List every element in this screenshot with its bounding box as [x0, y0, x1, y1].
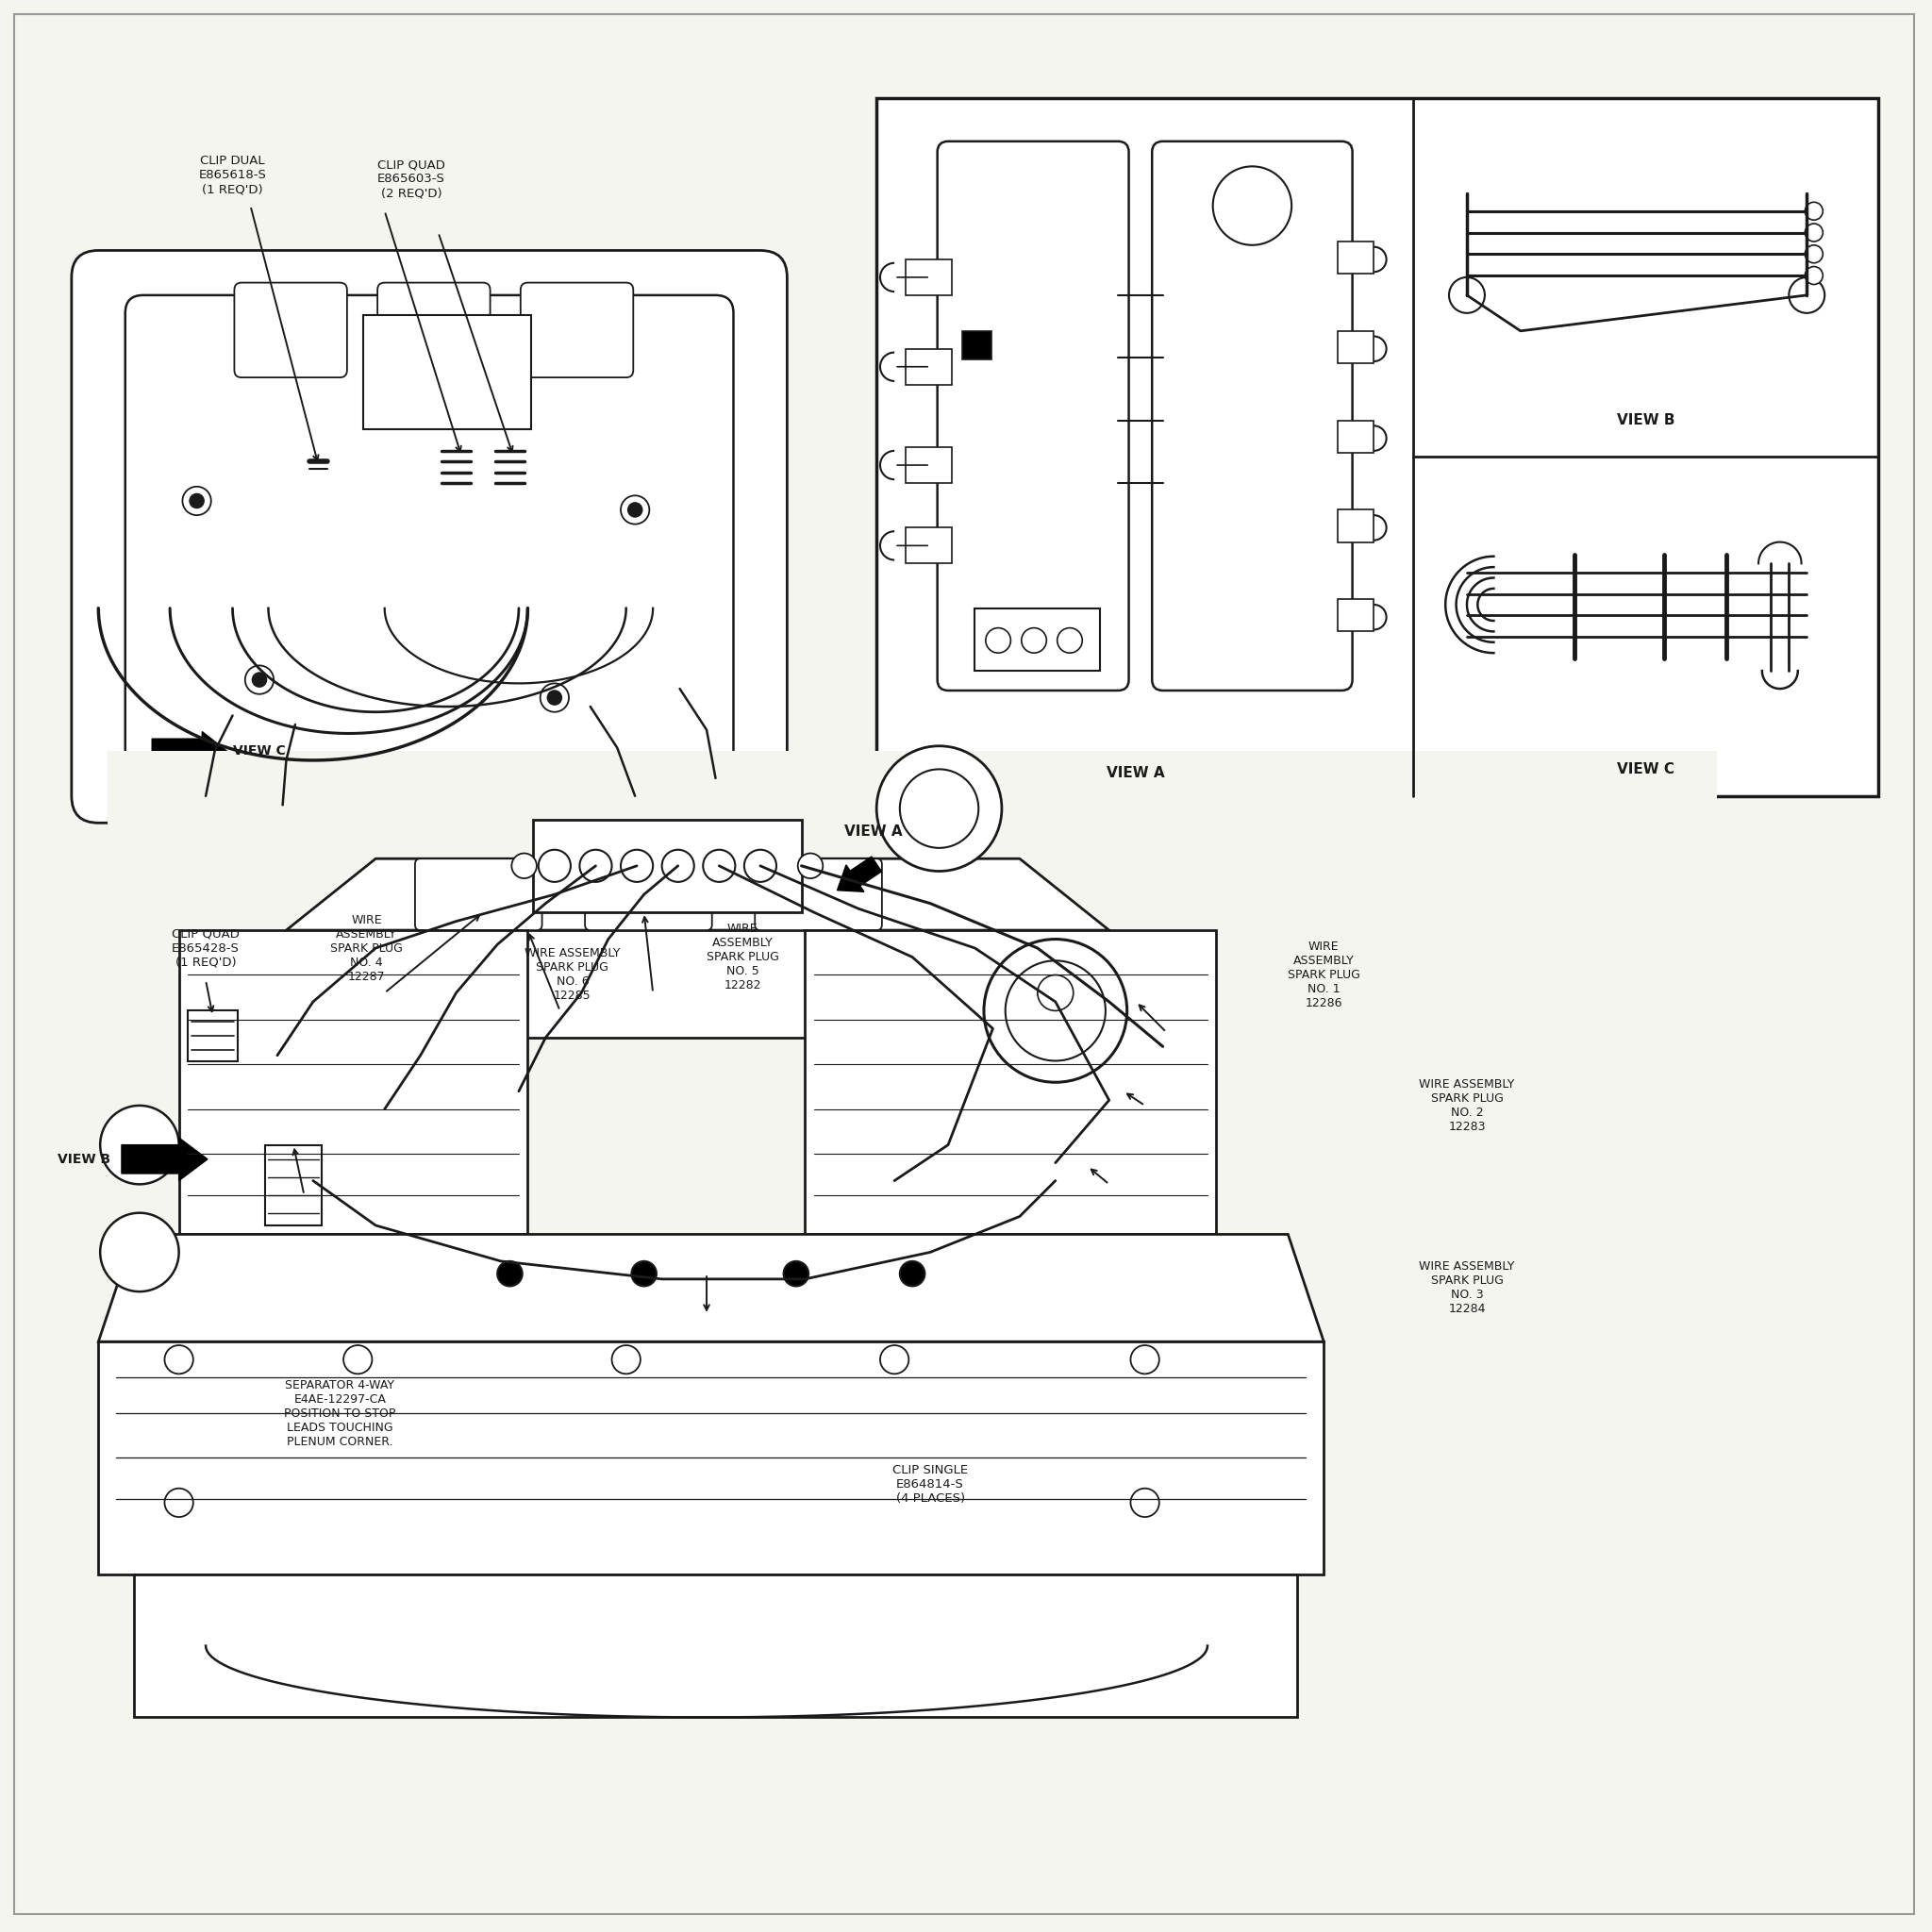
Bar [108, 752, 1718, 1824]
FancyBboxPatch shape [585, 858, 713, 929]
Circle shape [100, 1105, 180, 1184]
Circle shape [189, 495, 205, 508]
Text: WIRE
ASSEMBLY
SPARK PLUG
NO. 1
12286: WIRE ASSEMBLY SPARK PLUG NO. 1 12286 [1287, 941, 1360, 1009]
FancyBboxPatch shape [415, 858, 543, 929]
Circle shape [1057, 628, 1082, 653]
Text: CLIP QUAD
E865428-S
(1 REQ'D): CLIP QUAD E865428-S (1 REQ'D) [172, 927, 240, 968]
FancyBboxPatch shape [363, 315, 531, 429]
Circle shape [1037, 976, 1074, 1010]
Circle shape [703, 850, 736, 881]
Text: VIEW B: VIEW B [1617, 413, 1675, 427]
Circle shape [1130, 1345, 1159, 1374]
Circle shape [1005, 960, 1105, 1061]
Circle shape [512, 854, 537, 879]
Text: VIEW A: VIEW A [844, 825, 902, 838]
Circle shape [881, 1345, 908, 1374]
FancyBboxPatch shape [520, 282, 634, 377]
Bar [1339, 599, 1374, 632]
Text: WIRE ASSEMBLY
SPARK PLUG
NO. 3
12284: WIRE ASSEMBLY SPARK PLUG NO. 3 12284 [1420, 1262, 1515, 1316]
Circle shape [1804, 224, 1824, 242]
Bar [99, 1341, 1323, 1575]
Text: VIEW A: VIEW A [1107, 765, 1165, 781]
Text: CLIP DUAL
E865618-S
(1 REQ'D): CLIP DUAL E865618-S (1 REQ'D) [199, 155, 267, 195]
Text: VIEW C: VIEW C [232, 744, 286, 757]
Bar [1339, 421, 1374, 452]
Bar [906, 446, 952, 483]
Circle shape [100, 1213, 180, 1293]
FancyArrow shape [153, 732, 228, 771]
Circle shape [344, 1345, 373, 1374]
Text: VIEW B: VIEW B [58, 1153, 110, 1165]
Circle shape [900, 769, 978, 848]
Bar [533, 819, 802, 912]
Circle shape [164, 1345, 193, 1374]
Circle shape [983, 939, 1126, 1082]
Circle shape [245, 665, 274, 694]
Bar [906, 527, 952, 564]
Circle shape [632, 1262, 657, 1287]
FancyBboxPatch shape [234, 282, 348, 377]
Circle shape [1213, 166, 1293, 245]
Bar [187, 1010, 238, 1061]
FancyBboxPatch shape [1151, 141, 1352, 690]
Circle shape [497, 1262, 522, 1287]
Circle shape [663, 850, 694, 881]
Circle shape [580, 850, 612, 881]
Bar [906, 259, 952, 296]
Circle shape [1130, 1488, 1159, 1517]
Circle shape [628, 502, 641, 518]
Circle shape [164, 1488, 193, 1517]
Bar [1339, 330, 1374, 363]
FancyBboxPatch shape [937, 141, 1128, 690]
Circle shape [1804, 203, 1824, 220]
Bar [133, 1575, 1296, 1718]
Text: CLIP SINGLE
E864814-S
(4 PLACES): CLIP SINGLE E864814-S (4 PLACES) [893, 1464, 968, 1505]
FancyArrow shape [837, 856, 881, 893]
Bar [976, 609, 1099, 670]
Circle shape [985, 628, 1010, 653]
Circle shape [1449, 278, 1486, 313]
Circle shape [1789, 278, 1824, 313]
Bar [962, 330, 991, 359]
Circle shape [1804, 267, 1824, 284]
Circle shape [612, 1345, 639, 1374]
Bar [877, 99, 1878, 796]
Polygon shape [180, 929, 527, 1235]
Bar [265, 1146, 323, 1225]
Circle shape [182, 487, 211, 516]
Circle shape [547, 690, 562, 705]
Bar [1339, 510, 1374, 543]
Circle shape [798, 854, 823, 879]
Text: VIEW C: VIEW C [1617, 761, 1675, 777]
Text: WIRE
ASSEMBLY
SPARK PLUG
NO. 4
12287: WIRE ASSEMBLY SPARK PLUG NO. 4 12287 [330, 914, 404, 983]
Circle shape [620, 495, 649, 524]
Polygon shape [286, 858, 1109, 929]
Polygon shape [286, 929, 1109, 1037]
Text: CLIP QUAD
E865603-S
(2 REQ'D): CLIP QUAD E865603-S (2 REQ'D) [377, 158, 446, 199]
Circle shape [744, 850, 777, 881]
Circle shape [877, 746, 1003, 871]
Text: WIRE ASSEMBLY
SPARK PLUG
NO. 6
12285: WIRE ASSEMBLY SPARK PLUG NO. 6 12285 [526, 947, 620, 1003]
Circle shape [900, 1262, 925, 1287]
FancyBboxPatch shape [126, 296, 734, 779]
Text: SEPARATOR 4-WAY
E4AE-12297-CA
POSITION TO STOP
LEADS TOUCHING
PLENUM CORNER.: SEPARATOR 4-WAY E4AE-12297-CA POSITION T… [284, 1379, 396, 1447]
FancyBboxPatch shape [377, 282, 491, 377]
Circle shape [784, 1262, 810, 1287]
Bar [906, 350, 952, 384]
Circle shape [541, 684, 568, 713]
Polygon shape [806, 929, 1217, 1235]
FancyBboxPatch shape [71, 251, 786, 823]
FancyArrow shape [122, 1138, 207, 1180]
Circle shape [253, 672, 267, 688]
Circle shape [1804, 245, 1824, 263]
Bar [1339, 242, 1374, 274]
Text: WIRE ASSEMBLY
SPARK PLUG
NO. 2
12283: WIRE ASSEMBLY SPARK PLUG NO. 2 12283 [1420, 1078, 1515, 1132]
Text: WIRE
ASSEMBLY
SPARK PLUG
NO. 5
12282: WIRE ASSEMBLY SPARK PLUG NO. 5 12282 [705, 923, 779, 991]
FancyBboxPatch shape [755, 858, 881, 929]
Polygon shape [99, 1235, 1323, 1341]
Circle shape [620, 850, 653, 881]
Circle shape [1022, 628, 1047, 653]
Circle shape [539, 850, 570, 881]
